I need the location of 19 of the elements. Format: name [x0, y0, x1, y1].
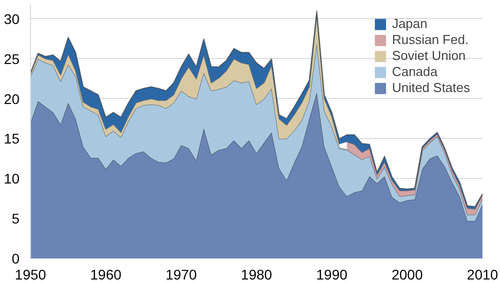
legend-label: Canada — [392, 64, 438, 79]
x-tick-label: 2000 — [392, 266, 423, 282]
legend-label: Russian Fed. — [392, 32, 469, 47]
y-tick-label: 30 — [4, 10, 20, 27]
legend-label: Soviet Union — [392, 48, 466, 63]
x-tick-label: 2010 — [466, 266, 498, 282]
y-tick-label: 15 — [4, 130, 20, 147]
x-tick-label: 1950 — [14, 266, 46, 282]
y-tick-label: 20 — [4, 90, 20, 107]
x-tick-label: 1970 — [166, 266, 197, 282]
legend-label: Japan — [392, 16, 428, 31]
y-tick-label: 10 — [4, 170, 20, 187]
legend-label: United States — [392, 80, 470, 95]
y-tick-label: 0 — [12, 250, 20, 266]
x-tick-label: 1990 — [316, 266, 348, 282]
x-tick-label: 1960 — [90, 266, 122, 282]
x-tick-label: 1980 — [240, 266, 272, 282]
y-tick-label: 5 — [12, 210, 20, 227]
y-tick-label: 25 — [4, 50, 20, 67]
